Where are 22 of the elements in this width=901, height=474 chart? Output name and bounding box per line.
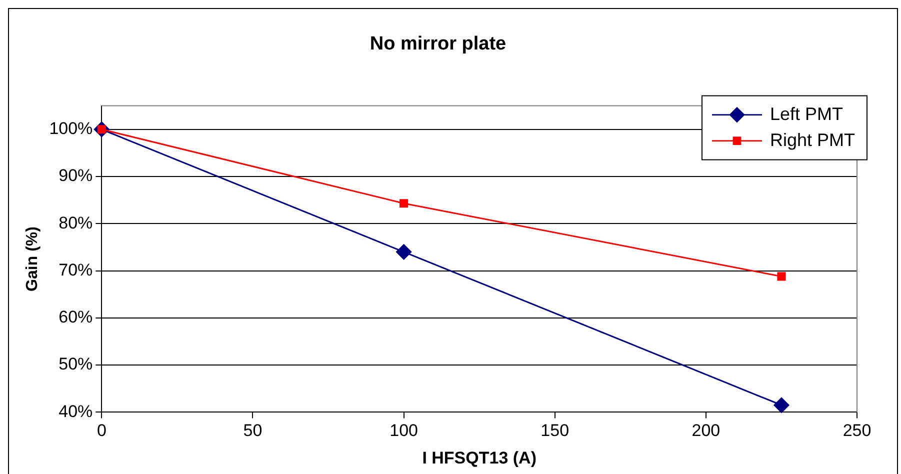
x-tick-label: 150 (540, 421, 570, 440)
x-tick-label: 50 (243, 421, 262, 440)
y-tick-label: 90% (58, 166, 93, 186)
x-tick-label: 0 (96, 421, 106, 440)
point (396, 244, 412, 260)
y-tick-label: 80% (58, 213, 93, 232)
y-tick-label: 50% (58, 354, 93, 374)
point (774, 397, 790, 413)
x-tick-label: 250 (842, 421, 872, 440)
chart-title: No mirror plate (370, 34, 506, 55)
legend-label: Left PMT (770, 104, 844, 124)
legend-label: Right PMT (770, 130, 856, 150)
y-axis-title: Gain (%) (24, 226, 42, 292)
y-tick-label: 100% (49, 119, 93, 138)
y-tick-label: 40% (58, 402, 93, 421)
y-tick-label: 70% (58, 260, 93, 280)
x-tick-label: 200 (692, 421, 720, 440)
point (777, 272, 786, 281)
point (400, 199, 408, 208)
y-tick-label: 60% (58, 308, 93, 327)
x-tick-label: 100 (390, 421, 418, 440)
x-axis-title: I HFSQT13 (A) (422, 448, 536, 468)
